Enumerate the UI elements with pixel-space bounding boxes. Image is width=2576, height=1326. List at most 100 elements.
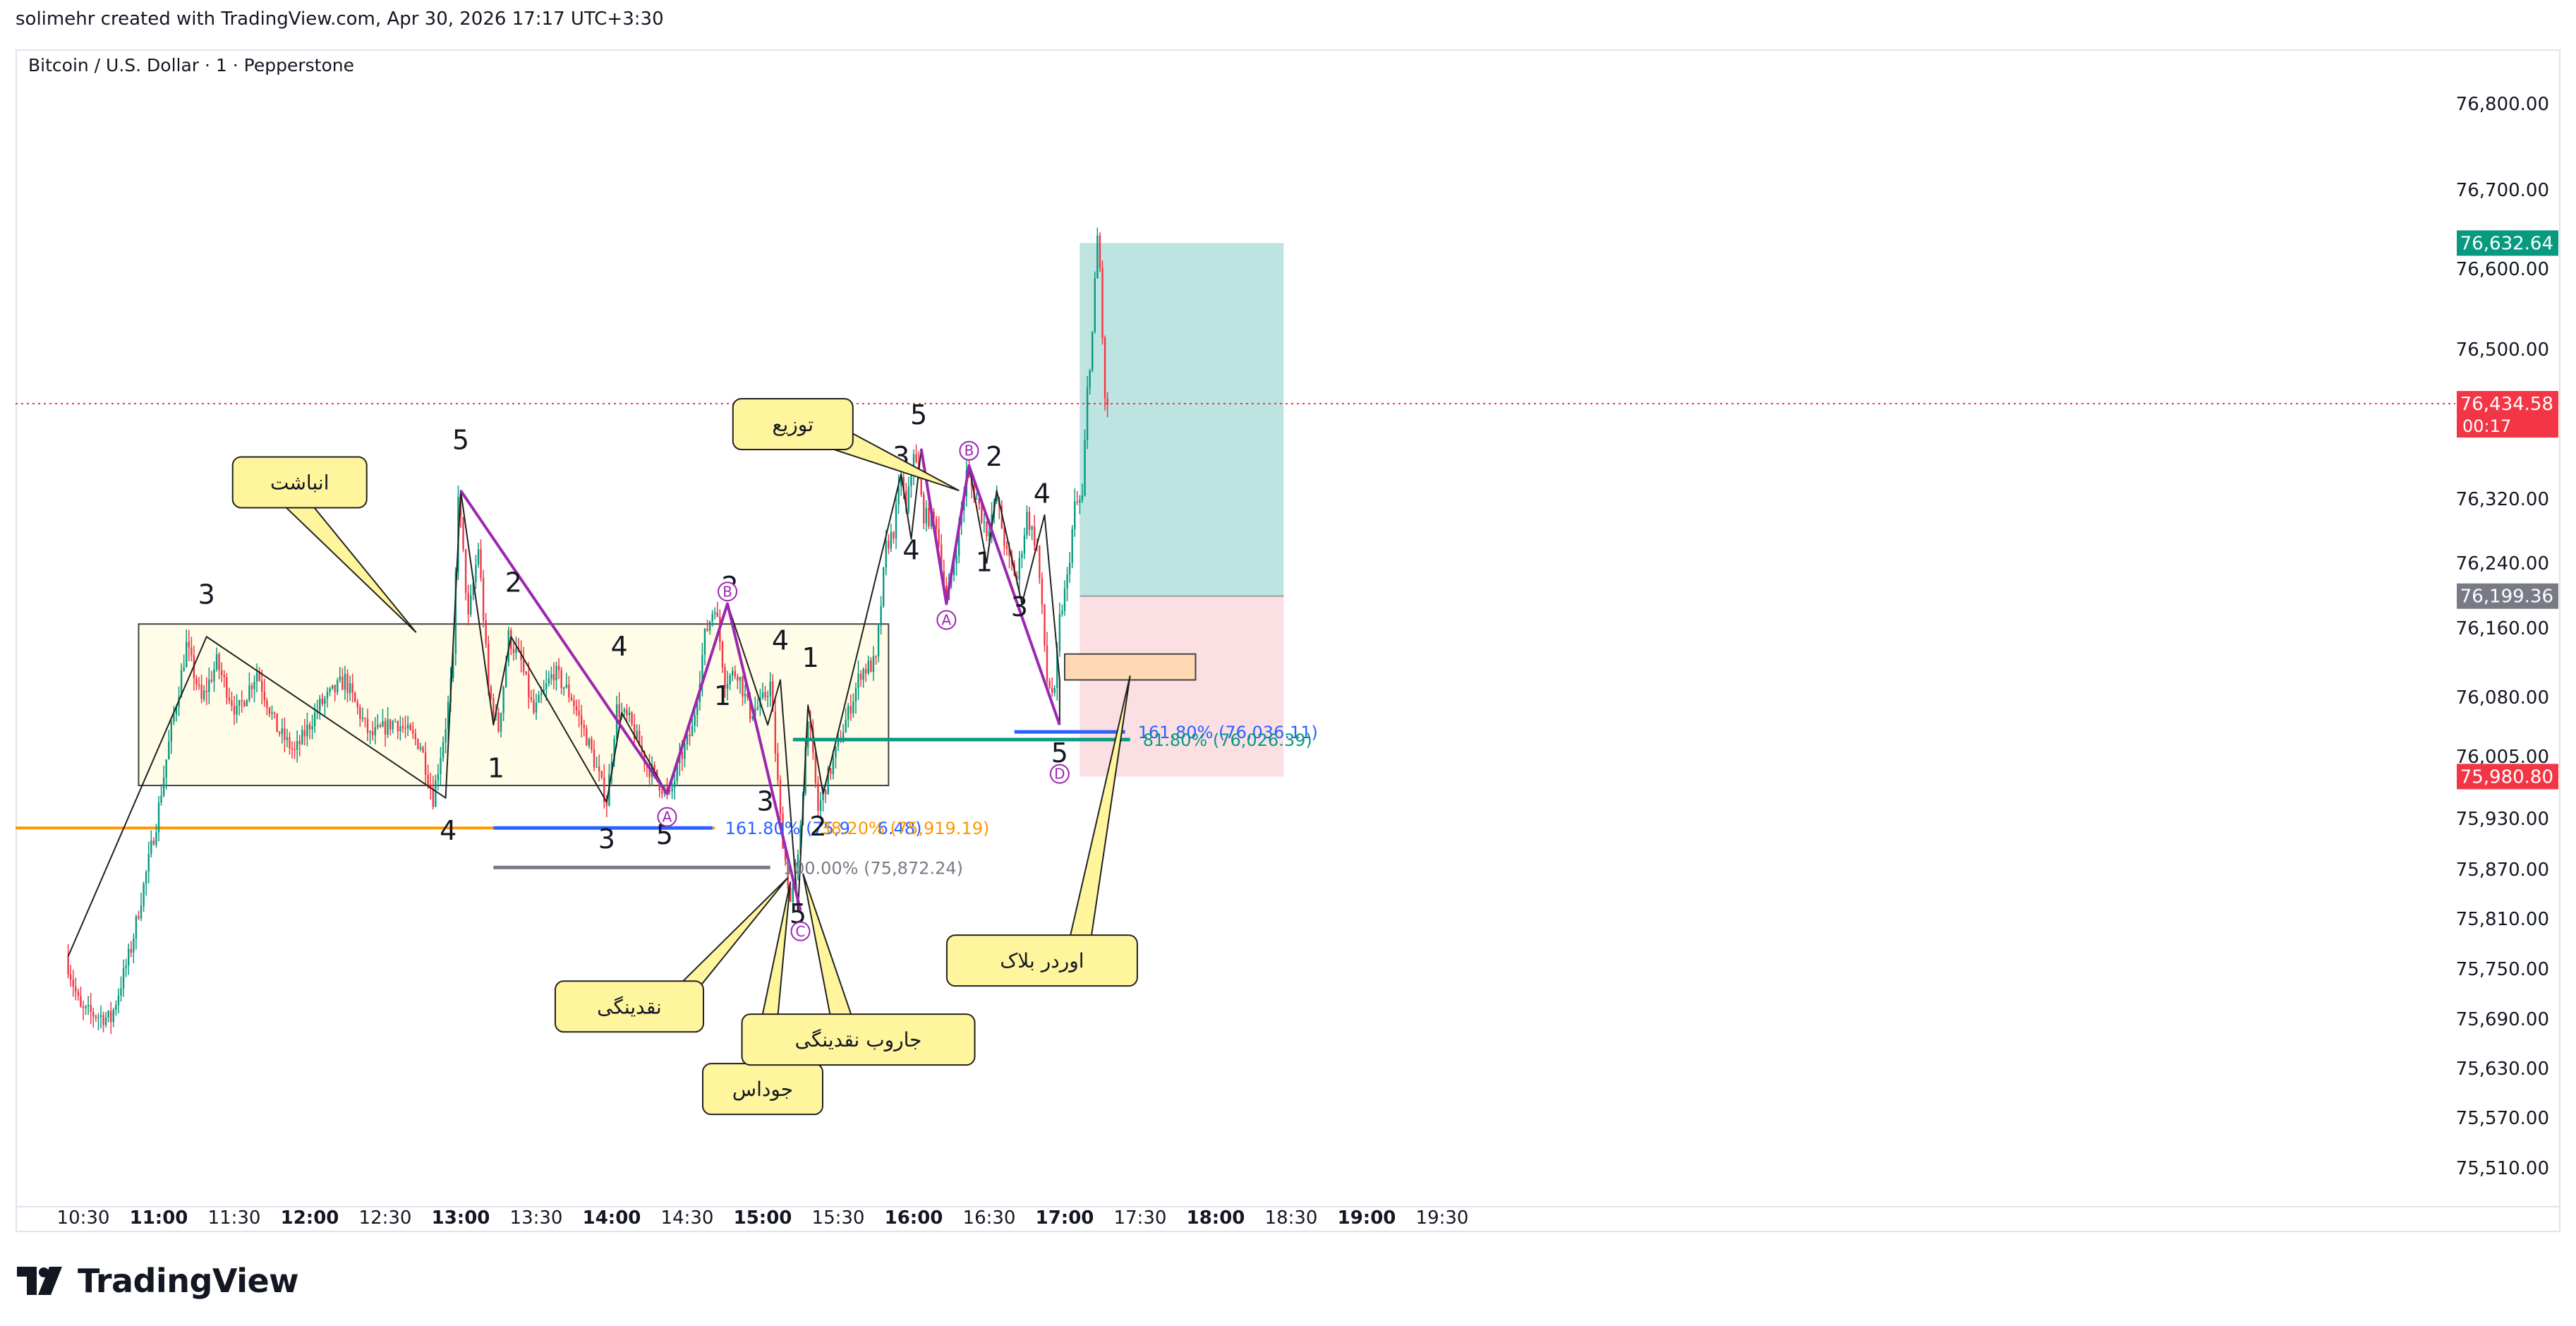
candle-body: [1058, 614, 1061, 651]
callout-pointer: [802, 873, 852, 1016]
candle-body: [1106, 398, 1108, 405]
candle-body: [296, 741, 298, 750]
candle-body: [467, 593, 469, 615]
candle-body: [414, 733, 416, 740]
candle-body: [326, 692, 329, 699]
candle-body: [165, 759, 167, 778]
candle-body: [538, 695, 540, 703]
candle-body: [573, 700, 575, 706]
candle-body: [313, 712, 316, 727]
wave-number-label: 1: [976, 547, 993, 578]
candle-body: [1046, 645, 1048, 682]
candle-body: [819, 800, 822, 811]
candle-body: [1081, 495, 1084, 500]
candle-body: [321, 698, 324, 704]
candle-body: [490, 687, 492, 699]
price-badge-bg: [2457, 583, 2558, 609]
candle-body: [1021, 553, 1023, 558]
fib-level-label: 100.00% (75,872.24): [783, 858, 963, 878]
candle-body: [412, 730, 414, 734]
candle-body: [958, 524, 960, 556]
time-axis-tick: 16:00: [885, 1207, 943, 1229]
candle-body: [729, 675, 731, 685]
candle-body: [799, 825, 802, 855]
candle-body: [208, 679, 210, 692]
candle-body: [445, 729, 447, 742]
candle-body: [110, 1011, 112, 1023]
candle-body: [135, 916, 138, 939]
elliott-wave-line-1: [67, 490, 799, 957]
wave-number-label: 2: [505, 567, 522, 598]
candle-body: [337, 680, 339, 692]
candle-body: [173, 714, 175, 722]
candle-body: [600, 771, 603, 778]
candle-body: [263, 691, 265, 701]
candle-body: [107, 1011, 109, 1018]
time-axis-tick: 14:30: [661, 1207, 714, 1229]
candle-body: [92, 1012, 95, 1017]
candle-body: [1099, 235, 1101, 268]
candle-body: [673, 780, 676, 788]
candle-body: [832, 757, 835, 774]
candle-body: [774, 711, 777, 754]
candle-body: [374, 727, 376, 735]
candle-body: [371, 731, 374, 735]
candle-body: [842, 732, 845, 742]
candle-body: [1101, 267, 1103, 338]
candle-body: [351, 683, 353, 693]
candle-body: [440, 757, 442, 774]
candle-body: [392, 721, 394, 730]
candle-body: [397, 721, 399, 732]
price-axis-tick: 76,080.00: [2456, 687, 2549, 709]
wave-number-label: 3: [198, 579, 215, 610]
candle-body: [568, 684, 570, 697]
candle-body: [749, 697, 751, 719]
candle-body: [648, 766, 651, 778]
candle-body: [1063, 589, 1066, 611]
candle-body: [583, 725, 585, 729]
candle-body: [364, 718, 366, 719]
wave-number-label: 3: [756, 785, 773, 816]
candle-body: [824, 789, 827, 795]
candle-body: [893, 531, 895, 538]
candle-body: [739, 677, 742, 681]
candle-body: [552, 674, 555, 681]
price-badge-value: 76,632.64: [2460, 233, 2553, 254]
candle-body: [557, 665, 560, 670]
candle-body: [653, 765, 655, 770]
candle-body: [186, 641, 188, 668]
candle-body: [341, 676, 344, 690]
candle-body: [883, 567, 885, 606]
candle-body: [633, 724, 636, 739]
wave-number-label: 4: [902, 534, 919, 565]
price-badge-countdown: 00:17: [2462, 416, 2511, 436]
wave-labels: 35241435214132535421435ABCABD: [198, 399, 1070, 941]
price-axis-tick: 75,930.00: [2456, 809, 2549, 830]
chart-pane[interactable]: [16, 49, 2560, 1232]
candle-body: [435, 780, 437, 807]
candle-body: [82, 1006, 85, 1008]
candle-body: [1041, 578, 1044, 605]
wave-number-label: 3: [1011, 591, 1028, 622]
candle-body: [550, 674, 552, 679]
wave-number-label: 2: [809, 811, 826, 842]
candle-body: [696, 702, 699, 716]
candle-body: [548, 678, 550, 684]
candle-body: [854, 688, 857, 702]
candle-body: [147, 853, 150, 872]
candle-body: [983, 522, 986, 523]
candle-body: [102, 1015, 104, 1025]
tradingview-logo[interactable]: TradingView: [17, 1262, 299, 1300]
candle-body: [764, 692, 766, 698]
candle-body: [195, 678, 198, 685]
candle-body: [228, 697, 231, 701]
candle-body: [419, 747, 422, 749]
candle-body: [266, 700, 268, 708]
candle-body: [1026, 512, 1028, 536]
price-badge-value: 76,199.36: [2460, 586, 2553, 608]
candle-body: [981, 504, 983, 522]
candle-body: [470, 595, 472, 615]
candle-body: [849, 706, 852, 713]
candle-body: [902, 477, 905, 491]
